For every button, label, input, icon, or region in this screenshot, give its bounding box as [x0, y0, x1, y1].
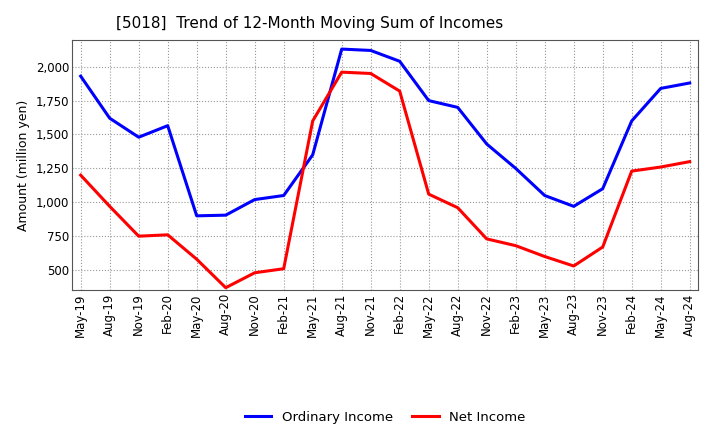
Line: Net Income: Net Income [81, 72, 690, 288]
Ordinary Income [76, 73, 85, 79]
Net Income [279, 266, 288, 271]
Net Income [163, 232, 172, 238]
Net Income [685, 159, 694, 164]
Net Income [482, 236, 491, 242]
Ordinary Income [598, 186, 607, 191]
Net Income [395, 88, 404, 94]
Net Income [454, 205, 462, 210]
Ordinary Income [251, 197, 259, 202]
Text: [5018]  Trend of 12-Month Moving Sum of Incomes: [5018] Trend of 12-Month Moving Sum of I… [116, 16, 503, 32]
Ordinary Income [482, 141, 491, 147]
Ordinary Income [424, 98, 433, 103]
Net Income [338, 70, 346, 75]
Net Income [541, 254, 549, 259]
Ordinary Income [395, 59, 404, 64]
Net Income [424, 191, 433, 197]
Line: Ordinary Income: Ordinary Income [81, 49, 690, 216]
Ordinary Income [627, 118, 636, 124]
Legend: Ordinary Income, Net Income: Ordinary Income, Net Income [239, 406, 531, 429]
Net Income [76, 172, 85, 178]
Y-axis label: Amount (million yen): Amount (million yen) [17, 99, 30, 231]
Ordinary Income [221, 213, 230, 218]
Ordinary Income [685, 81, 694, 86]
Ordinary Income [105, 116, 114, 121]
Ordinary Income [570, 204, 578, 209]
Ordinary Income [279, 193, 288, 198]
Ordinary Income [511, 166, 520, 171]
Net Income [627, 169, 636, 174]
Ordinary Income [308, 152, 317, 158]
Ordinary Income [135, 135, 143, 140]
Ordinary Income [657, 86, 665, 91]
Net Income [221, 285, 230, 290]
Net Income [308, 118, 317, 124]
Net Income [598, 244, 607, 249]
Net Income [366, 71, 375, 76]
Ordinary Income [541, 193, 549, 198]
Net Income [105, 204, 114, 209]
Net Income [570, 264, 578, 269]
Net Income [657, 165, 665, 170]
Net Income [192, 257, 201, 262]
Net Income [511, 243, 520, 248]
Net Income [135, 234, 143, 239]
Ordinary Income [338, 47, 346, 52]
Ordinary Income [163, 123, 172, 128]
Ordinary Income [192, 213, 201, 219]
Net Income [251, 270, 259, 275]
Ordinary Income [366, 48, 375, 53]
Ordinary Income [454, 105, 462, 110]
